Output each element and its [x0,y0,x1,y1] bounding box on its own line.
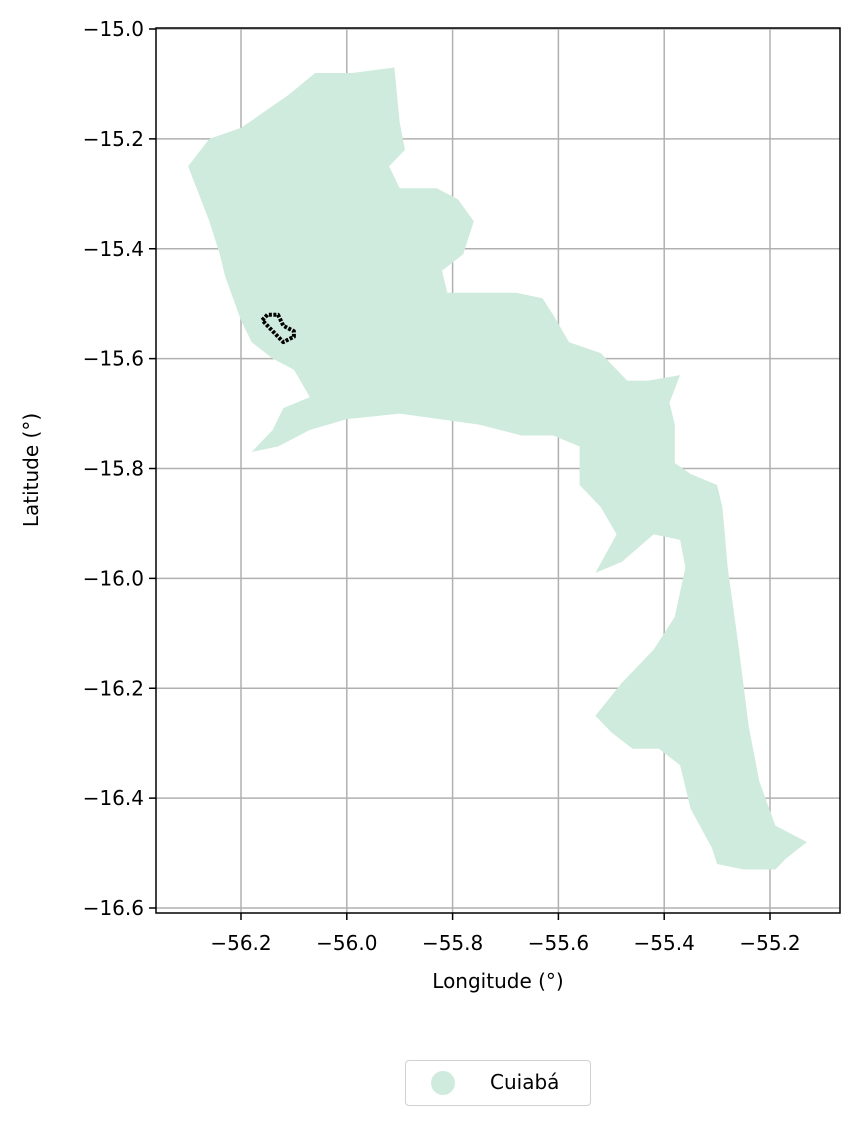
outline-path [260,312,296,345]
axis-ticks: −56.2 −56.0 −55.8 −55.6 −55.4 −55.2 −15.0 −15.2… [83,17,801,955]
x-tick-label: −55.8 [422,931,483,955]
y-tick-label: −15.8 [83,457,144,481]
x-tick-label: −56.2 [210,931,271,955]
legend-label: Cuiabá [490,1070,560,1094]
y-tick-label: −16.2 [83,676,144,700]
x-tick-label: −55.4 [634,931,695,955]
legend-swatch [431,1071,455,1095]
y-tick-label: −15.6 [83,347,144,371]
y-tick-label: −15.2 [83,127,144,151]
y-tick-label: −15.4 [83,237,144,261]
y-tick-label: −15.0 [83,17,144,41]
x-axis-label: Longitude (°) [432,969,563,993]
y-tick-label: −16.4 [83,786,144,810]
y-axis-label: Latitude (°) [19,413,43,527]
x-tick-label: −55.6 [528,931,589,955]
outline-layer [260,312,296,345]
region-polygon [188,67,808,870]
y-tick-label: −16.0 [83,566,144,590]
y-tick-label: −16.6 [83,896,144,920]
x-tick-label: −56.0 [316,931,377,955]
region-layer [188,67,808,870]
x-tick-label: −55.2 [739,931,800,955]
legend: Cuiabá [405,1060,591,1106]
plot-frame [155,27,841,914]
